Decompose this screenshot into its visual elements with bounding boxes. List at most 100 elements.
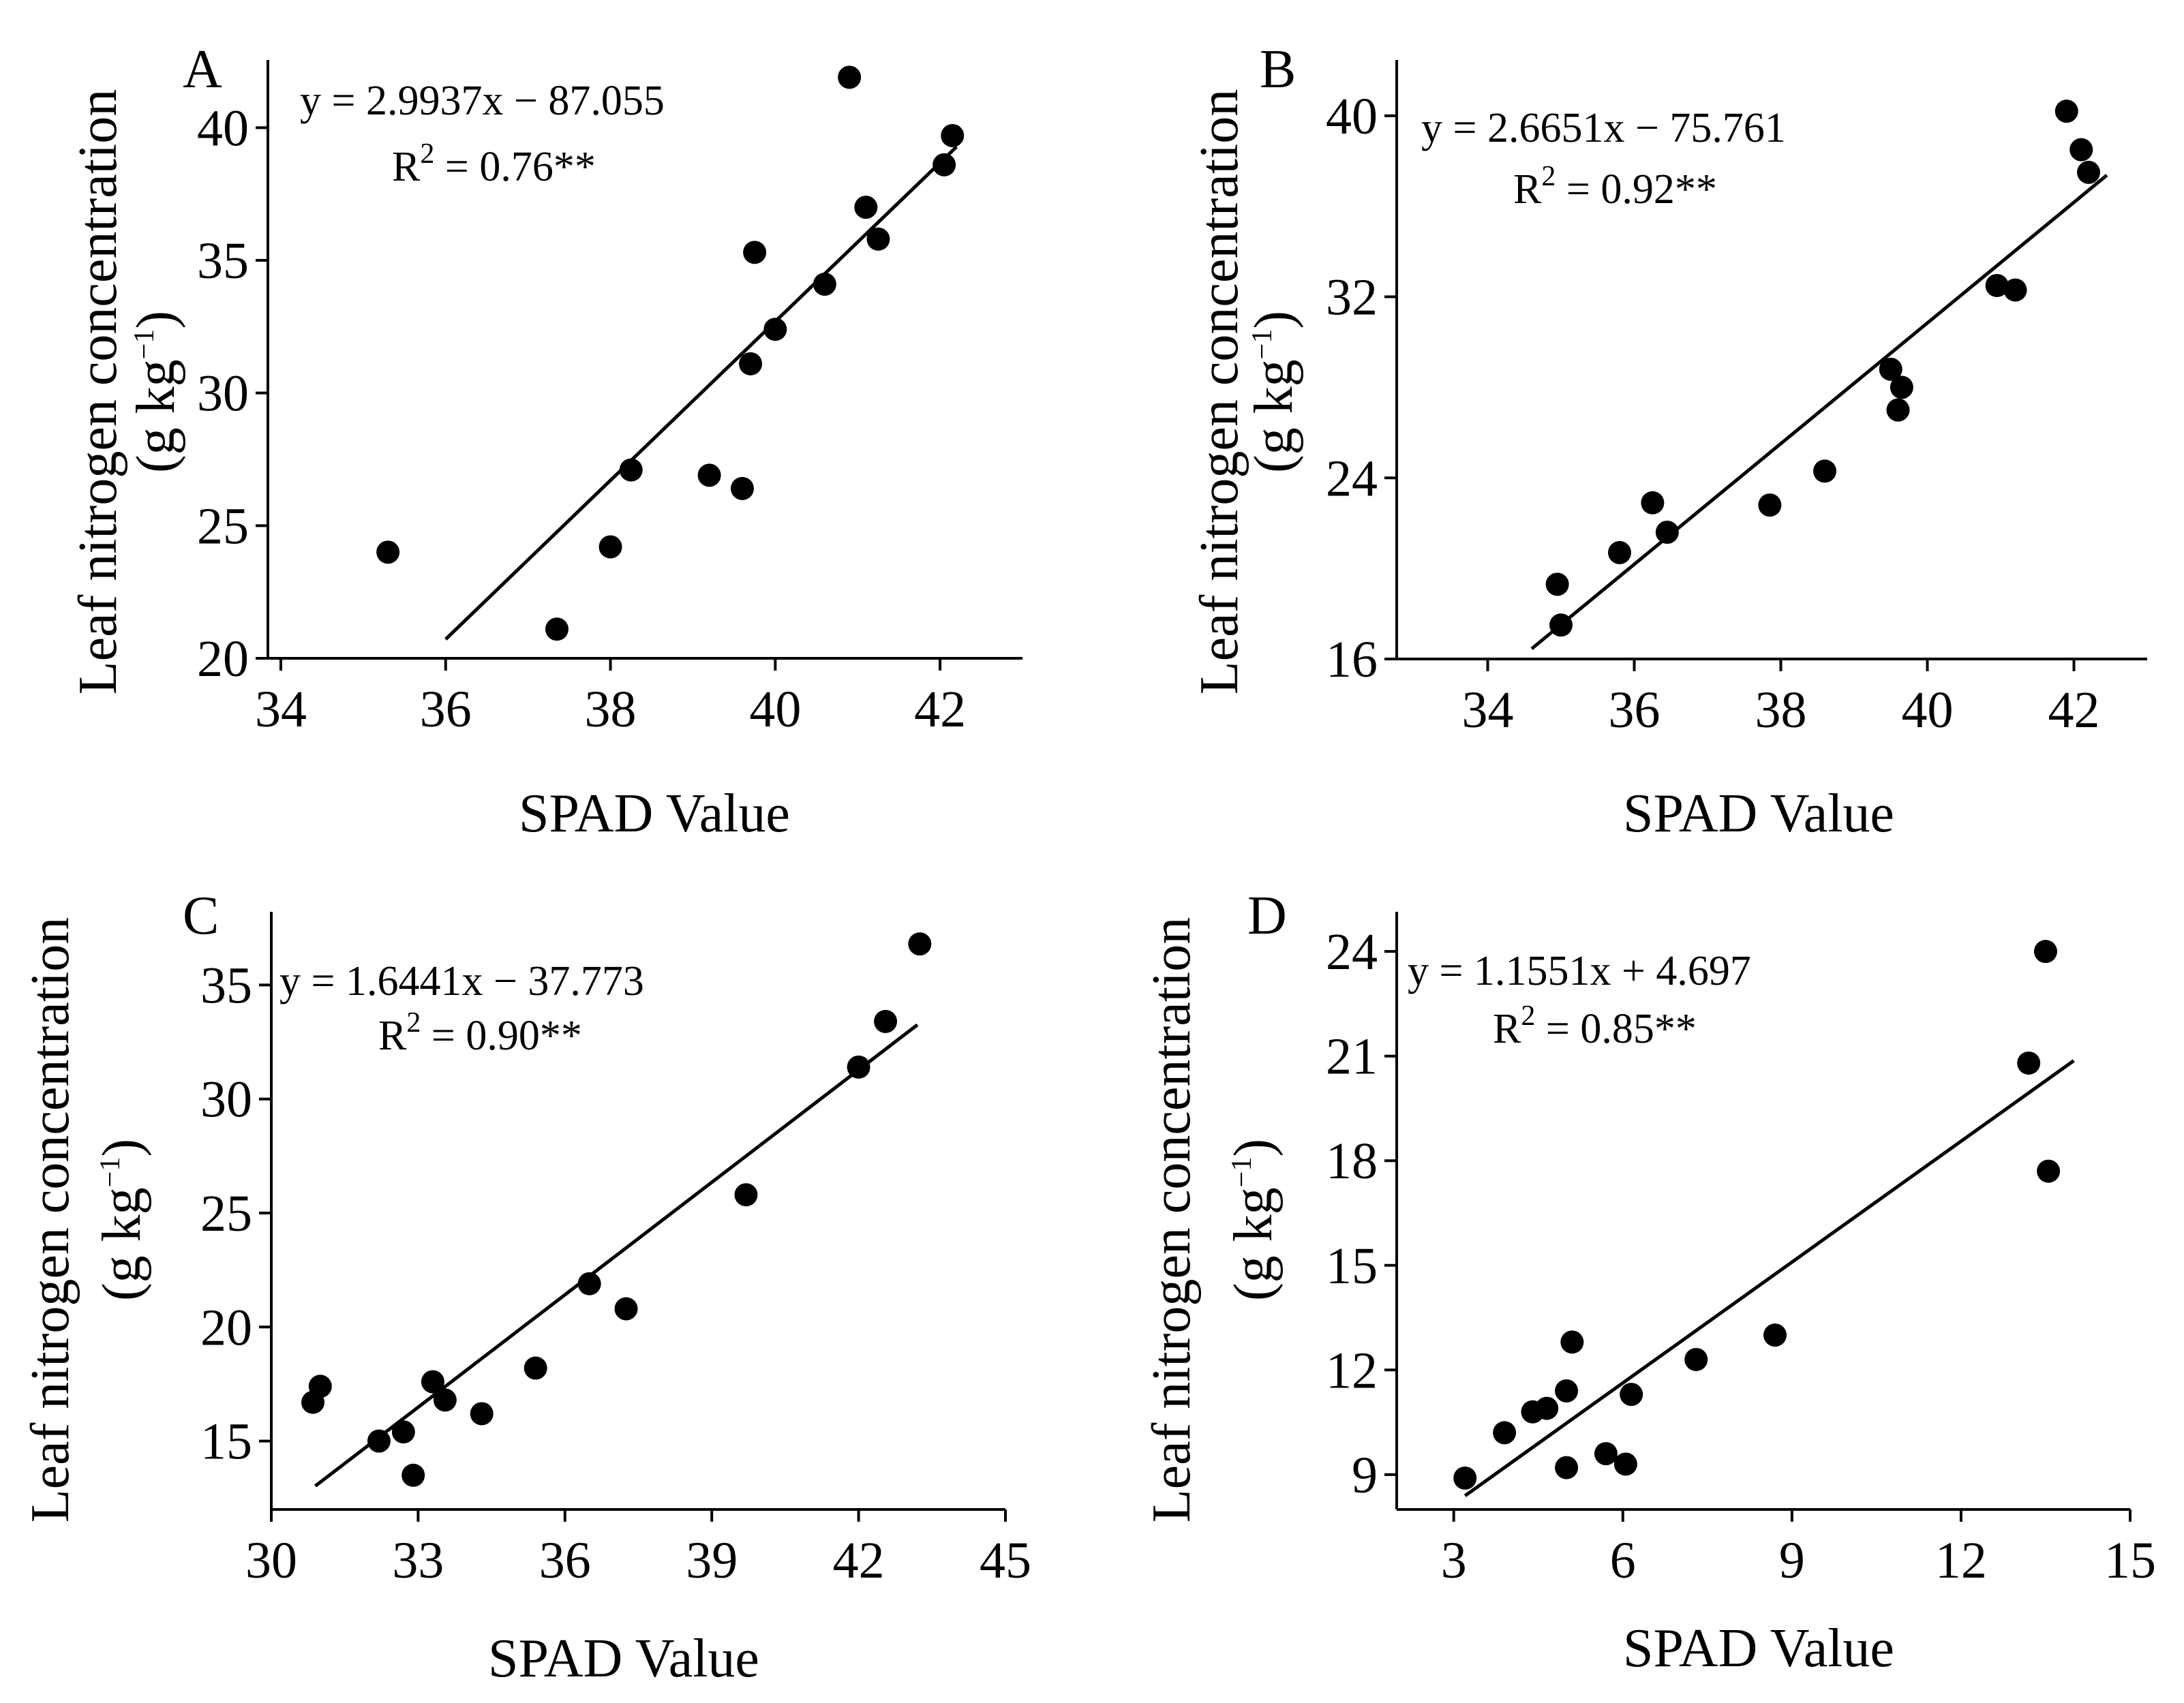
data-point: [1641, 491, 1665, 515]
data-point: [1890, 375, 1913, 399]
y-tick-label: 9: [1352, 1447, 1378, 1504]
x-tick-label: 42: [914, 681, 966, 738]
y-tick-label: 21: [1326, 1028, 1378, 1086]
data-point: [1594, 1442, 1618, 1466]
data-point: [433, 1388, 457, 1412]
data-point: [598, 535, 622, 559]
y-tick-label: 35: [197, 232, 249, 290]
data-point: [2069, 138, 2093, 162]
data-point: [854, 196, 878, 219]
y-tick-label: 40: [1326, 88, 1378, 145]
x-tick-label: 36: [1609, 681, 1660, 739]
x-tick-label: 9: [1779, 1532, 1805, 1589]
y-tick-label: 30: [200, 1071, 252, 1129]
regression-line: [314, 1023, 919, 1488]
data-point: [941, 124, 965, 148]
x-tick-label: 42: [2048, 681, 2100, 739]
r-squared-label: R2 = 0.85**: [1493, 1000, 1697, 1052]
data-point: [470, 1402, 494, 1426]
data-point: [697, 463, 721, 487]
data-point: [813, 273, 836, 296]
data-point: [1813, 459, 1836, 483]
x-axis-title: SPAD Value: [519, 784, 790, 844]
data-point: [739, 352, 763, 375]
regression-equation: y = 2.6651x − 75.761: [1421, 105, 1786, 151]
x-tick-label: 36: [539, 1532, 591, 1589]
x-tick-label: 12: [1935, 1532, 1987, 1589]
r-squared-label: R2 = 0.90**: [378, 1007, 582, 1059]
data-point: [2037, 1159, 2061, 1183]
regression-equation: y = 1.6441x − 37.773: [279, 958, 644, 1004]
data-point: [730, 476, 754, 500]
panel-b: 34 36 38 40 42 16 24 32 40 By = 2.6651x − 75.761 R…: [1189, 40, 2147, 844]
data-point: [1560, 1330, 1584, 1354]
panel-c: 30 33 36 39 42 45 15 20 25 30 35 Cy = 1.6441x − 37.…: [20, 886, 1031, 1689]
y-axis-title: Leaf nitrogen concentration: [1142, 917, 1202, 1522]
regression-line: [1463, 1059, 2075, 1497]
panel-letter: C: [183, 886, 219, 946]
data-point: [1985, 273, 2009, 297]
y-tick-label: 24: [1326, 450, 1378, 507]
data-point: [1620, 1383, 1643, 1407]
x-tick-label: 3: [1441, 1532, 1467, 1589]
panel-letter: A: [183, 40, 222, 99]
x-tick-label: 6: [1610, 1532, 1636, 1589]
data-point: [932, 153, 956, 177]
y-tick-label: 25: [200, 1185, 252, 1242]
panel-d: 3 6 9 12 15 9 12 15 18 21 24 Dy = 1.1551x + 4.697 R2…: [1142, 886, 2156, 1678]
regression-equation: y = 2.9937x − 87.055: [300, 78, 665, 124]
data-point: [2017, 1051, 2041, 1075]
y-tick-label: 30: [197, 365, 249, 423]
x-tick-label: 15: [2104, 1532, 2156, 1589]
data-point: [743, 241, 767, 264]
y-axis-unit: (g kg−1): [92, 1139, 152, 1301]
data-point: [421, 1370, 444, 1394]
data-point: [2003, 278, 2027, 302]
data-point: [308, 1375, 332, 1398]
data-point: [1555, 1456, 1579, 1479]
panel-letter: D: [1247, 886, 1287, 946]
data-point: [2054, 99, 2078, 123]
data-point: [1886, 398, 1910, 422]
data-point: [1453, 1466, 1477, 1490]
x-tick-label: 45: [980, 1532, 1031, 1589]
data-point: [1613, 1452, 1637, 1476]
data-point: [874, 1009, 898, 1033]
data-point: [524, 1356, 547, 1380]
regression-line: [1530, 174, 2108, 650]
y-tick-label: 15: [1326, 1238, 1378, 1295]
y-axis-title: Leaf nitrogen concentration: [68, 89, 128, 694]
y-tick-label: 20: [200, 1299, 252, 1356]
y-tick-label: 16: [1326, 631, 1378, 688]
x-tick-label: 38: [1755, 681, 1807, 739]
data-point: [1684, 1347, 1708, 1371]
data-point: [1555, 1379, 1579, 1402]
data-point: [1608, 540, 1631, 564]
y-tick-label: 24: [1326, 923, 1378, 981]
r-squared-label: R2 = 0.92**: [1513, 161, 1717, 213]
y-tick-label: 15: [200, 1413, 252, 1471]
y-tick-label: 12: [1326, 1342, 1378, 1399]
data-point: [619, 458, 643, 482]
x-tick-label: 40: [1902, 681, 1954, 739]
data-point: [2033, 940, 2057, 964]
data-point: [734, 1183, 758, 1207]
y-tick-label: 18: [1326, 1133, 1378, 1190]
data-point: [1879, 357, 1902, 381]
y-axis-title: Leaf nitrogen concentration: [1189, 89, 1249, 694]
data-point: [545, 617, 568, 641]
data-point: [763, 318, 787, 341]
x-tick-label: 33: [392, 1532, 444, 1589]
data-point: [391, 1420, 415, 1444]
data-point: [577, 1272, 601, 1295]
data-point: [1549, 613, 1573, 637]
x-tick-label: 39: [686, 1532, 738, 1589]
data-point: [866, 227, 890, 251]
y-axis-unit: (g kg−1): [1244, 311, 1304, 473]
data-point: [401, 1463, 425, 1487]
data-point: [1758, 493, 1782, 517]
y-tick-label: 25: [197, 497, 249, 555]
y-axis-unit: (g kg−1): [1224, 1139, 1284, 1301]
